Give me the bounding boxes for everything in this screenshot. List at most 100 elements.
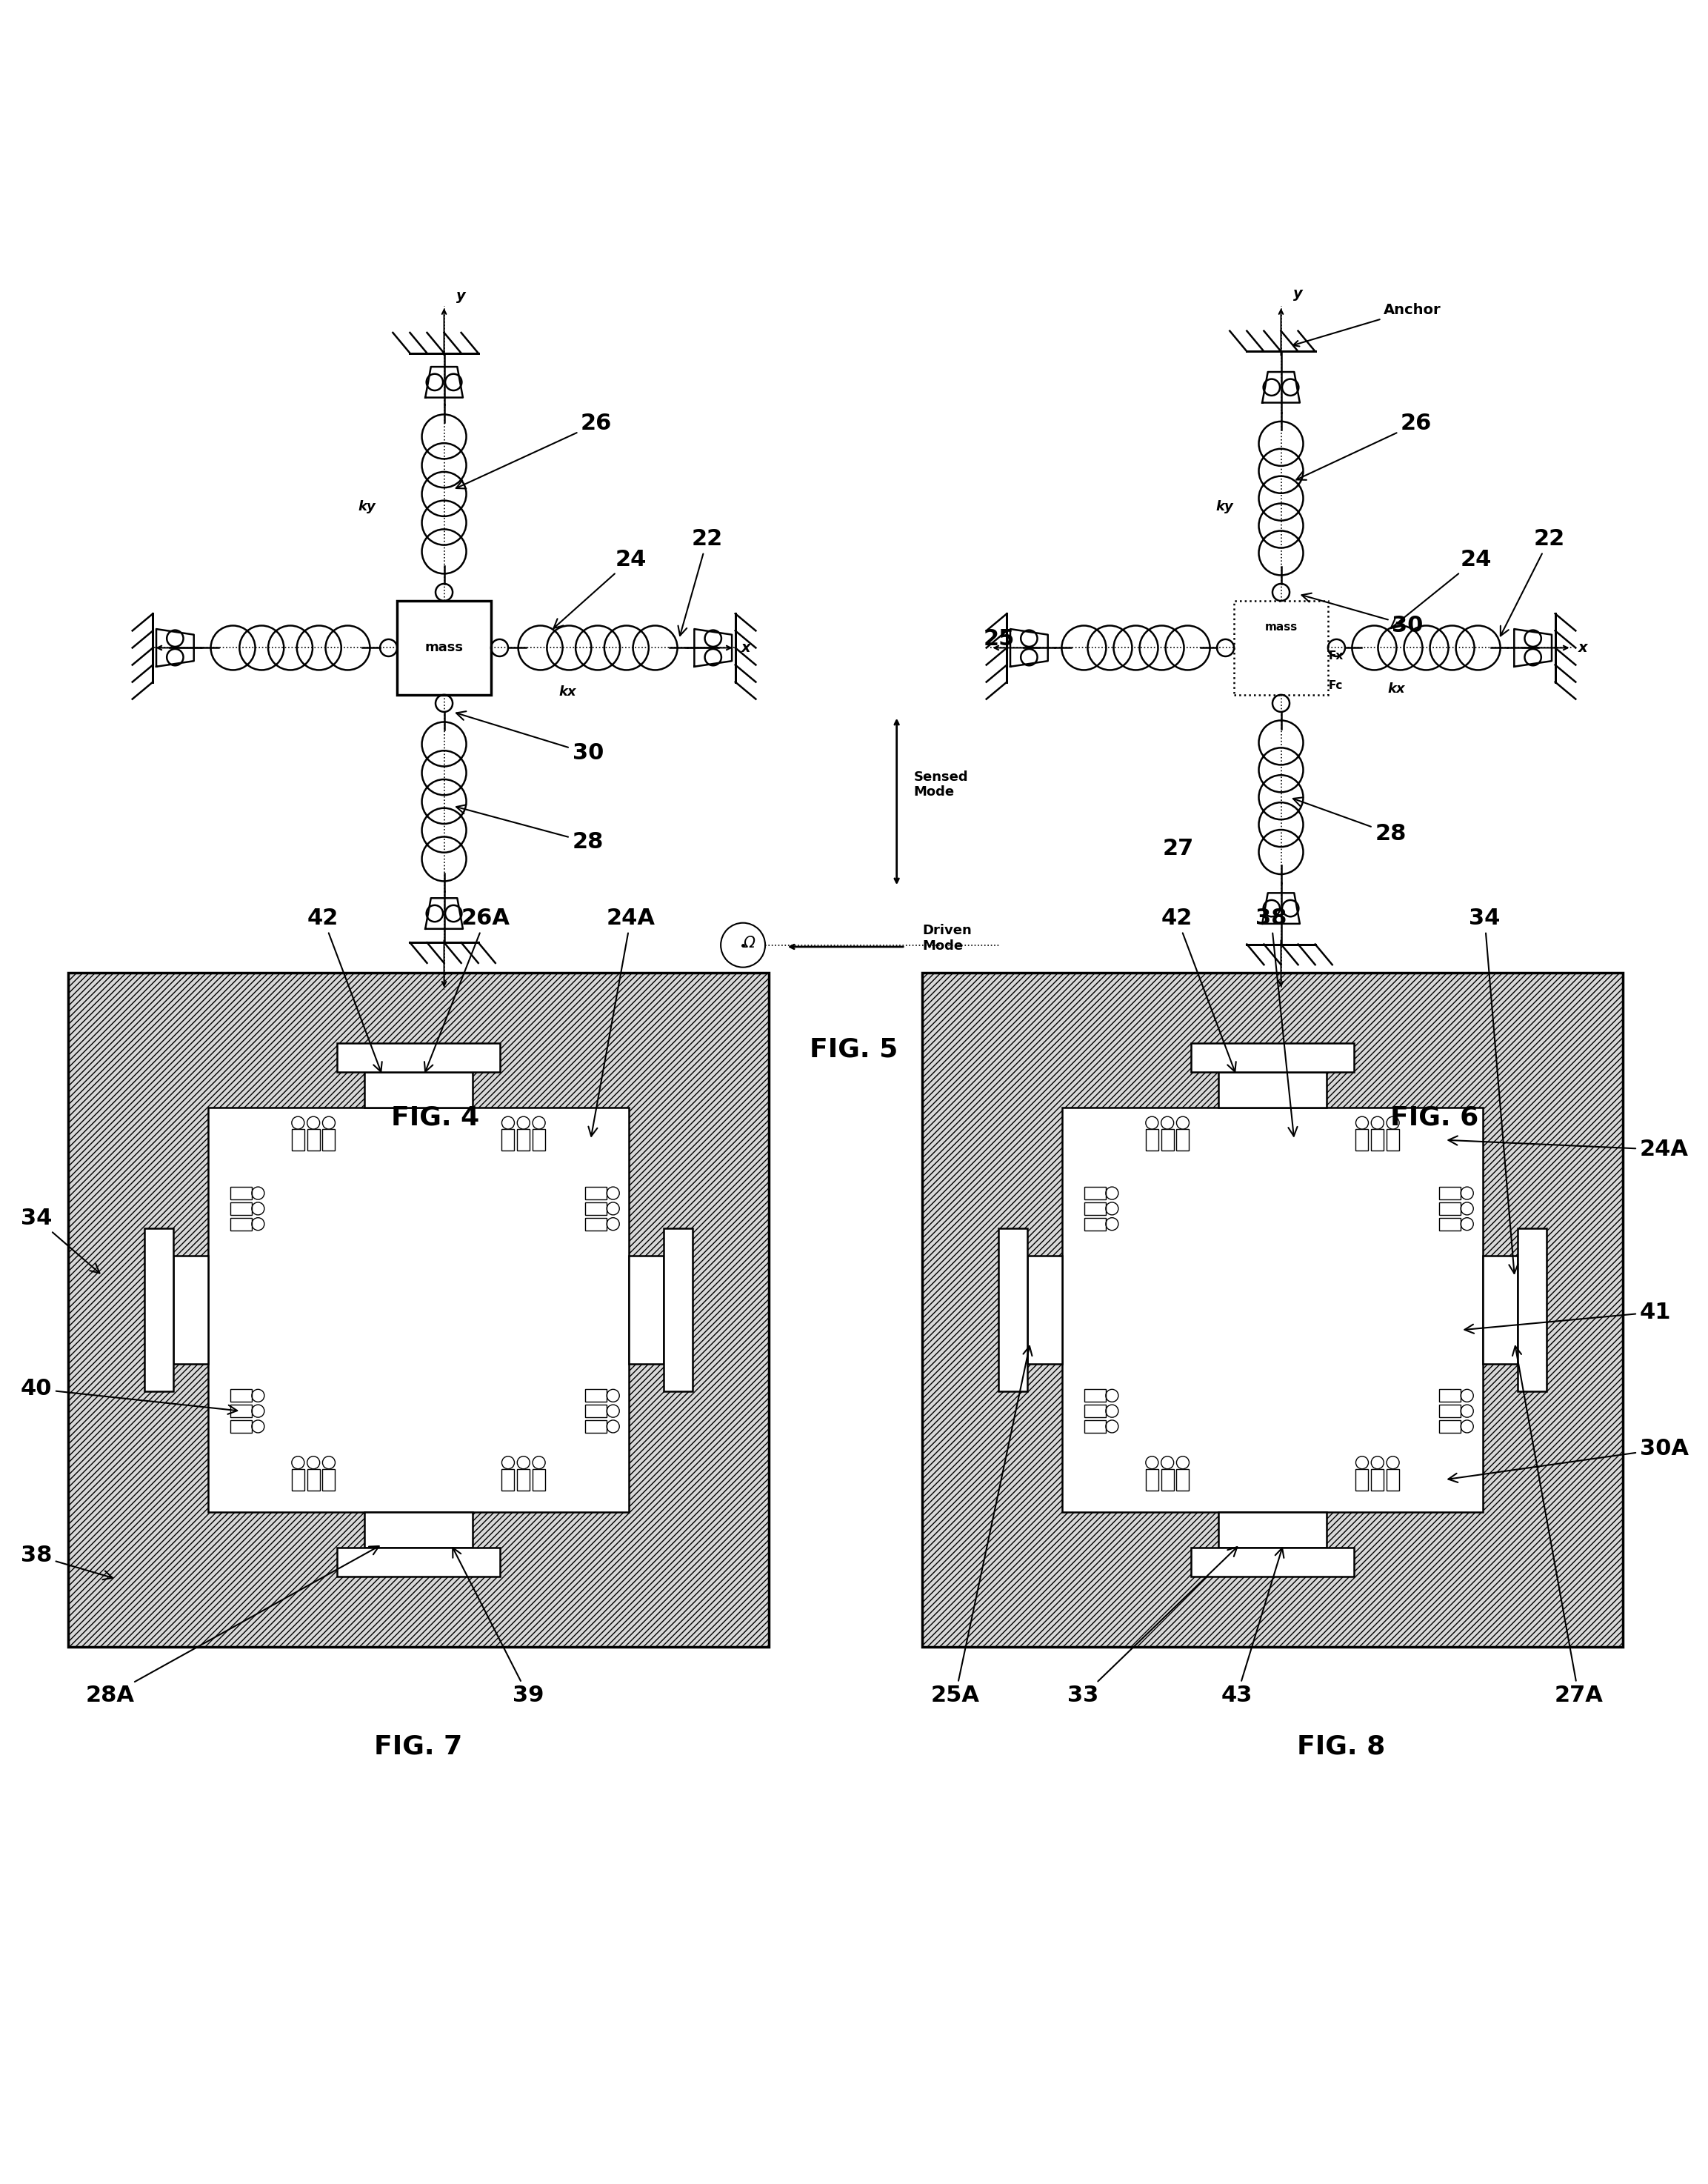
Text: 28: 28 (456, 806, 603, 854)
Text: 39: 39 (453, 1548, 543, 1706)
Bar (586, 1420, 606, 1433)
Text: 30A: 30A (1448, 1437, 1689, 1483)
Text: ky: ky (359, 500, 376, 513)
Bar (208, 1107, 629, 1511)
Bar (1387, 1129, 1399, 1151)
Text: Ω: Ω (743, 937, 755, 950)
Text: 34: 34 (1469, 909, 1518, 1273)
Text: Driven
Mode: Driven Mode (922, 924, 972, 952)
Bar (533, 1129, 545, 1151)
Bar (68, 972, 769, 1647)
Bar (323, 1129, 335, 1151)
Text: x: x (741, 640, 750, 655)
Text: FIG. 8: FIG. 8 (1296, 1734, 1385, 1758)
Bar (1085, 1219, 1105, 1230)
Bar (231, 1203, 251, 1214)
Bar (502, 1470, 514, 1489)
Bar (364, 1511, 473, 1548)
Bar (1177, 1129, 1189, 1151)
Bar (1440, 1186, 1460, 1199)
Bar (533, 1470, 545, 1489)
Bar (1218, 1511, 1327, 1548)
Bar (586, 1404, 606, 1417)
Text: 34: 34 (20, 1208, 99, 1273)
Bar (586, 1219, 606, 1230)
Bar (231, 1219, 251, 1230)
Text: 27A: 27A (1512, 1345, 1604, 1706)
Bar (231, 1389, 251, 1402)
Text: ky: ky (1216, 500, 1233, 513)
Bar (1085, 1404, 1105, 1417)
Bar (1161, 1470, 1173, 1489)
Bar (307, 1470, 319, 1489)
Bar (1027, 1256, 1062, 1365)
Text: 38: 38 (20, 1544, 113, 1579)
Bar (518, 1470, 529, 1489)
Bar (586, 1203, 606, 1214)
Text: 25: 25 (984, 629, 1015, 651)
Text: 24A: 24A (1448, 1136, 1689, 1160)
Text: 38: 38 (1255, 909, 1298, 1136)
Text: y: y (456, 288, 466, 304)
Bar (173, 1256, 208, 1365)
Text: mass: mass (425, 642, 463, 655)
Text: 40: 40 (20, 1378, 237, 1415)
Bar (1190, 1548, 1354, 1577)
Bar (1190, 1044, 1354, 1072)
Bar (1356, 1470, 1368, 1489)
Bar (922, 972, 1623, 1647)
Text: FIG. 7: FIG. 7 (374, 1734, 463, 1758)
Text: 28A: 28A (85, 1546, 379, 1706)
Bar (1372, 1129, 1383, 1151)
Text: 26: 26 (1296, 413, 1431, 480)
Text: 22: 22 (1500, 529, 1565, 636)
Bar (1440, 1389, 1460, 1402)
Bar (1233, 601, 1329, 695)
Bar (68, 972, 769, 1647)
Text: 27: 27 (1163, 839, 1194, 858)
Bar (997, 1227, 1027, 1391)
Bar (586, 1186, 606, 1199)
Text: 28: 28 (1293, 797, 1406, 845)
Text: FIG. 6: FIG. 6 (1390, 1105, 1479, 1131)
Bar (1356, 1129, 1368, 1151)
Text: Anchor: Anchor (1293, 304, 1442, 347)
Text: 42: 42 (307, 909, 383, 1072)
Text: 33: 33 (1068, 1546, 1237, 1706)
Text: Fx: Fx (1329, 651, 1344, 662)
Bar (336, 1548, 500, 1577)
Text: 43: 43 (1221, 1548, 1284, 1706)
Bar (1146, 1470, 1158, 1489)
Text: 24: 24 (1390, 548, 1491, 629)
Bar (292, 1470, 304, 1489)
Bar (629, 1256, 664, 1365)
Bar (231, 1404, 251, 1417)
Text: FIG. 4: FIG. 4 (391, 1105, 480, 1131)
Text: 30: 30 (1301, 594, 1423, 636)
Bar (307, 1129, 319, 1151)
Bar (586, 1389, 606, 1402)
Bar (1161, 1129, 1173, 1151)
Bar (1085, 1186, 1105, 1199)
Bar (1483, 1256, 1518, 1365)
Text: Fc: Fc (1329, 679, 1342, 690)
Text: 26: 26 (456, 413, 611, 489)
Bar (231, 1420, 251, 1433)
Bar (1177, 1470, 1189, 1489)
Bar (518, 1129, 529, 1151)
Bar (502, 1129, 514, 1151)
Bar (1387, 1470, 1399, 1489)
Text: 30: 30 (456, 712, 603, 764)
Text: kx: kx (1387, 681, 1406, 695)
Text: 24: 24 (553, 548, 646, 629)
Bar (231, 1186, 251, 1199)
Bar (664, 1227, 693, 1391)
Text: x: x (1578, 640, 1587, 655)
Bar (1218, 1072, 1327, 1107)
Bar (1372, 1470, 1383, 1489)
Bar (1085, 1420, 1105, 1433)
Bar (364, 1072, 473, 1107)
Bar (1518, 1227, 1547, 1391)
Bar (1440, 1404, 1460, 1417)
Text: mass: mass (1264, 622, 1298, 633)
